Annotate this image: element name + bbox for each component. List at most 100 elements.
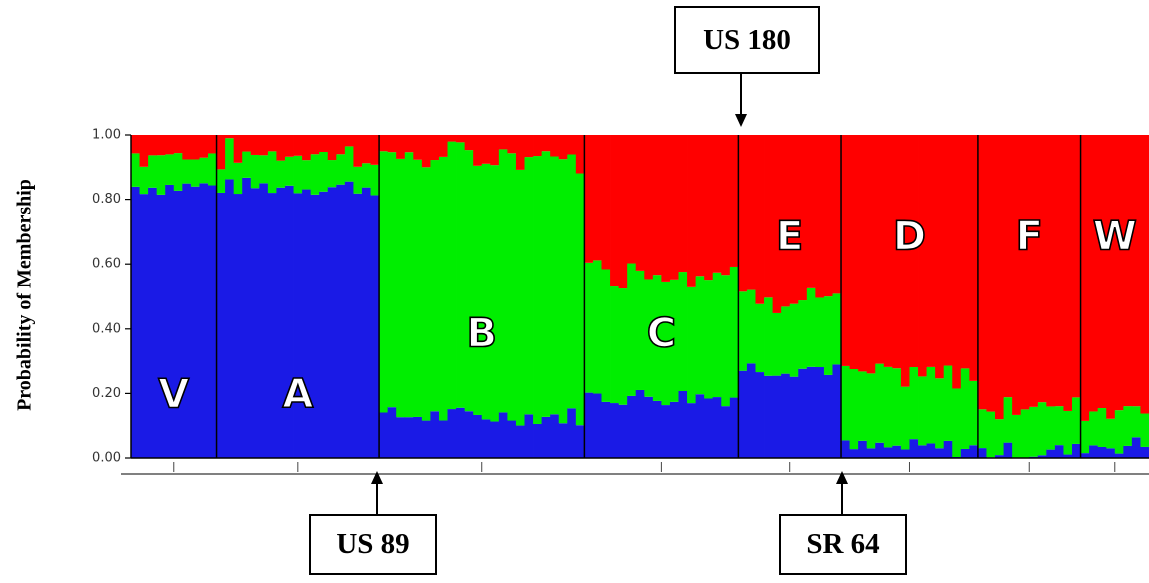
bar-segment: [729, 266, 739, 398]
bar-segment: [866, 373, 876, 449]
y-tick-label: 0.00: [92, 451, 121, 466]
bar-segment: [789, 135, 799, 304]
bar-segment: [413, 159, 423, 417]
bar-segment: [1140, 135, 1149, 414]
bar-segment: [601, 269, 611, 402]
bar-segment: [635, 270, 645, 390]
bar-segment: [729, 135, 739, 267]
bar-segment: [635, 389, 645, 458]
bar-segment: [456, 142, 466, 408]
bar-segment: [926, 135, 936, 367]
bar-segment: [1037, 455, 1047, 458]
bar-segment: [404, 135, 414, 153]
bar-segment: [379, 135, 389, 152]
bar-segment: [182, 183, 192, 458]
bar-segment: [396, 158, 406, 418]
bar-segment: [832, 135, 842, 294]
bar-segment: [438, 156, 448, 421]
bar-segment: [1089, 411, 1099, 446]
bar-segment: [644, 396, 654, 458]
bar-segment: [199, 135, 209, 158]
bar-segment: [199, 183, 209, 458]
bar-segment: [1003, 397, 1013, 443]
bar-segment: [995, 135, 1004, 420]
bar-segment: [1080, 135, 1090, 421]
bar-segment: [310, 154, 320, 195]
bar-segment: [652, 135, 662, 276]
bar-segment: [276, 135, 286, 161]
y-tick-label: 0.40: [92, 321, 121, 336]
bar-segment: [148, 155, 158, 188]
bar-segment: [216, 192, 226, 458]
bar-segment: [567, 154, 577, 409]
bar-segment: [464, 135, 474, 151]
population-separators: [215, 135, 1082, 458]
bar-segment: [669, 401, 679, 458]
bar-segment: [875, 135, 885, 364]
bar-segment: [396, 135, 406, 159]
bar-segment: [1063, 135, 1073, 411]
bar-segment: [858, 371, 868, 441]
bar-segment: [344, 181, 354, 458]
bar-segment: [892, 135, 902, 369]
bar-segment: [738, 370, 748, 458]
bar-segment: [772, 135, 782, 313]
population-label: E: [776, 213, 803, 259]
bar-segment: [370, 164, 380, 196]
bar-segment: [182, 159, 192, 184]
bar-segment: [490, 135, 500, 166]
callout-arrows: [371, 74, 848, 514]
y-tick-label: 0.60: [92, 257, 121, 272]
bar-segment: [438, 420, 448, 458]
bar-segment: [131, 153, 140, 187]
bar-segment: [1046, 135, 1056, 407]
bar-segment: [661, 405, 671, 458]
bar-segment: [1046, 449, 1056, 458]
bar-segment: [627, 395, 637, 458]
y-tick-label: 0.80: [92, 192, 121, 207]
bar-segment: [353, 135, 363, 167]
bar-segment: [798, 368, 808, 458]
y-tick-label: 1.00: [92, 128, 121, 143]
bar-segment: [789, 303, 799, 377]
callout-us180: US 180: [674, 6, 820, 74]
bar-segment: [995, 419, 1004, 456]
bar-segment: [695, 135, 705, 277]
bar-segment: [225, 135, 235, 139]
bar-segment: [866, 448, 876, 458]
bar-segment: [755, 303, 765, 373]
bar-segment: [396, 417, 406, 458]
bar-segment: [361, 163, 371, 188]
bar-segment: [738, 135, 748, 292]
bar-segment: [1114, 453, 1124, 458]
bar-segment: [379, 412, 389, 458]
bar-segment: [575, 425, 585, 458]
bar-segment: [746, 289, 756, 364]
bar-segment: [1114, 135, 1124, 411]
bar-segment: [507, 420, 517, 458]
bar-segment: [190, 159, 200, 187]
bar-segment: [567, 135, 577, 155]
bar-segment: [165, 184, 175, 458]
bar-segment: [601, 401, 611, 458]
bar-segment: [892, 445, 902, 458]
bar-segment: [712, 397, 722, 458]
bar-segment: [250, 188, 260, 458]
bar-segment: [344, 146, 354, 182]
bar-segment: [764, 297, 773, 376]
bar-segment: [781, 373, 791, 458]
bar-segment: [131, 135, 140, 154]
bar-segment: [1029, 406, 1039, 457]
bar-segment: [618, 404, 628, 458]
sr64-arrow-head: [836, 471, 848, 484]
bar-segment: [370, 195, 380, 458]
bar-segment: [875, 363, 885, 443]
bar-segment: [618, 288, 628, 405]
bar-segment: [498, 135, 508, 150]
bar-segment: [627, 263, 637, 396]
bar-segment: [883, 135, 893, 367]
x-axis: [121, 457, 1149, 475]
bar-segment: [225, 138, 235, 180]
bar-segment: [644, 279, 654, 397]
bar-segment: [370, 135, 380, 165]
